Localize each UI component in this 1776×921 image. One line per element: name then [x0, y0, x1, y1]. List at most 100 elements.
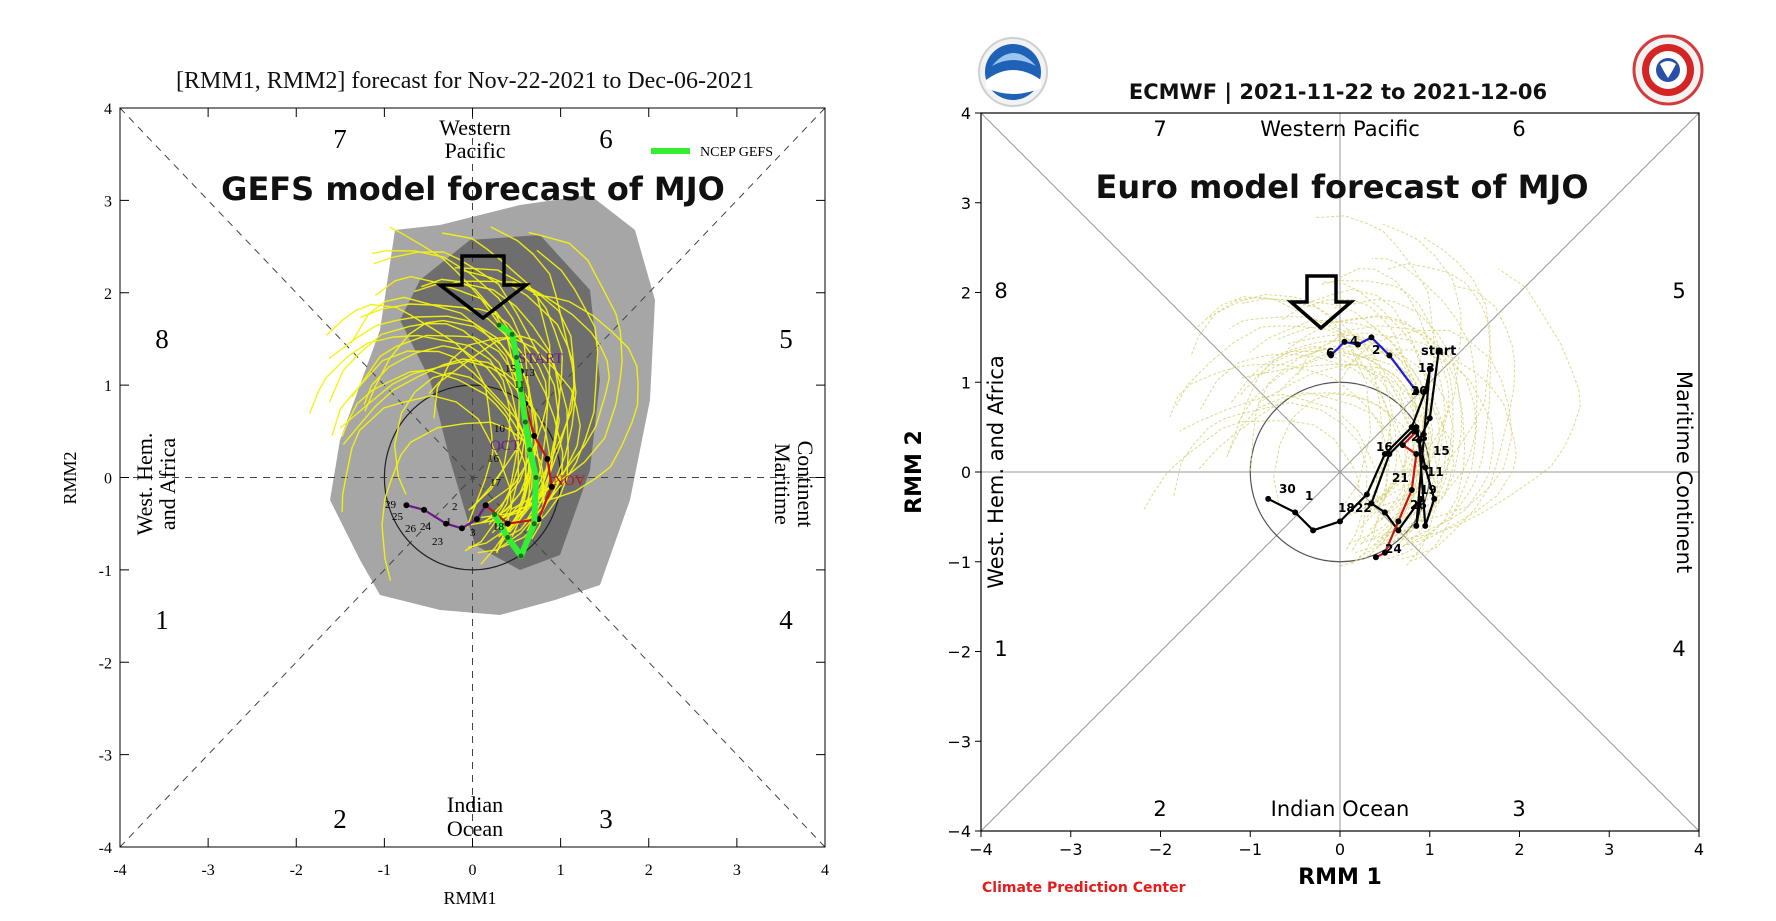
ecmwf-phase-7: 7	[1153, 117, 1166, 141]
ecmwf-ytick-label: 4	[961, 104, 971, 123]
gefs-uncertainty-shading	[330, 195, 655, 615]
gefs-ytick-label: -1	[99, 563, 112, 580]
ecmwf-ytick-label: 0	[961, 463, 971, 482]
gefs-ensemble-member	[393, 372, 532, 537]
ecmwf-phase-5: 5	[1672, 279, 1685, 303]
gefs-xtick-label: 1	[557, 862, 565, 879]
gefs-day-label: 16	[488, 453, 500, 465]
gefs-series-point	[518, 553, 524, 559]
ecmwf-ensemble-member	[1175, 325, 1384, 507]
gefs-day-label: 23	[432, 536, 444, 548]
ecmwf-ensemble-member	[1179, 393, 1379, 565]
gefs-ensemble-member	[326, 303, 494, 528]
ecmwf-arrow-icon	[1286, 274, 1356, 331]
gefs-region-bottom-1: Indian	[447, 792, 503, 817]
ecmwf-phase-8: 8	[994, 279, 1007, 303]
ecmwf-ensemble-member	[1173, 402, 1368, 551]
ecmwf-xtick-label: −3	[1059, 840, 1083, 859]
gefs-series-point	[492, 511, 498, 517]
ecmwf-series-point	[1415, 437, 1422, 444]
gefs-phase-3: 3	[599, 804, 613, 834]
gefs-xtick-label: 2	[645, 862, 653, 879]
ecmwf-series-point	[1381, 549, 1388, 556]
ecmwf-ensemble-member	[1200, 353, 1398, 518]
gefs-xtick-label: -2	[290, 862, 303, 879]
ecmwf-series-point	[1413, 451, 1420, 458]
gefs-month-oct: OCT	[490, 438, 520, 454]
ecmwf-ylabel: RMM 2	[902, 430, 927, 514]
ecmwf-series-point	[1395, 527, 1402, 534]
ecmwf-xlabel: RMM 1	[1298, 865, 1382, 890]
ecmwf-series-point	[1381, 451, 1388, 458]
ecmwf-phase-3: 3	[1512, 797, 1525, 821]
ecmwf-series-point	[1426, 415, 1433, 422]
ecmwf-day-label: 11	[1427, 465, 1444, 479]
ecmwf-series-point	[1408, 486, 1415, 493]
ecmwf-ensemble-members	[1143, 215, 1581, 567]
ecmwf-unit-circle	[1249, 381, 1431, 563]
ecmwf-series-point	[1292, 509, 1299, 516]
gefs-xlabel: RMM1	[443, 888, 496, 908]
gefs-series-point	[514, 354, 520, 360]
ecmwf-series-point	[1386, 451, 1393, 458]
ecmwf-day-label: 19	[1420, 483, 1437, 497]
ecmwf-grid	[980, 112, 1700, 832]
ecmwf-region-left: West. Hem. and Africa	[984, 355, 1008, 589]
ecmwf-ensemble-member	[1401, 285, 1516, 560]
noaa-logo	[978, 37, 1048, 107]
ecmwf-ensemble-member	[1337, 332, 1517, 548]
ecmwf-day-label: 1	[1305, 489, 1313, 503]
gefs-ylabel: RMM2	[60, 451, 80, 504]
ecmwf-title: ECMWF | 2021-11-22 to 2021-12-06	[1129, 80, 1547, 105]
gefs-ensemble-member	[341, 394, 513, 554]
ecmwf-ensemble-member	[1227, 392, 1406, 567]
gefs-region-right-1: Maritime	[770, 443, 795, 525]
ecmwf-series-point	[1422, 388, 1429, 395]
gefs-month-start: START	[518, 351, 563, 367]
ecmwf-series-point	[1310, 527, 1317, 534]
ecmwf-ytick-label: 3	[961, 194, 971, 213]
ecmwf-ytick-label: −2	[947, 643, 971, 662]
ecmwf-ensemble-member	[1363, 263, 1491, 512]
ecmwf-ensemble-member	[1143, 420, 1363, 550]
ecmwf-ensemble-member	[1297, 339, 1430, 540]
ecmwf-series-point	[1417, 495, 1424, 502]
ecmwf-series	[1265, 334, 1442, 561]
gefs-day-label: 18	[493, 521, 505, 533]
ecmwf-series-point	[1399, 442, 1406, 449]
gefs-series-point	[518, 387, 524, 393]
gefs-series-point	[473, 516, 480, 523]
gefs-ensemble-member	[433, 336, 581, 532]
ecmwf-xtick-label: 0	[1335, 840, 1345, 859]
gefs-phase-1: 1	[155, 605, 169, 635]
ecmwf-series-line-ensemble-mean-late	[1330, 336, 1418, 392]
ecmwf-series-point	[1363, 491, 1370, 498]
ecmwf-day-label: 21	[1392, 471, 1409, 485]
ecmwf-xtick-label: 2	[1514, 840, 1524, 859]
gefs-day-label: 11	[514, 379, 525, 391]
gefs-series	[403, 322, 555, 559]
gefs-observed-day-labels: 29 25 26 24 23 2 3 1	[385, 499, 476, 548]
ecmwf-xtick-label: 3	[1604, 840, 1614, 859]
ecmwf-day-label: 15	[1433, 444, 1450, 458]
gefs-day-label: 1	[446, 516, 452, 528]
gefs-forecast-day-labels: 15 13 11 10 16 17 18	[488, 363, 536, 533]
ecmwf-ensemble-member	[1269, 338, 1439, 547]
gefs-phase-5: 5	[779, 324, 793, 354]
ecmwf-day-label: 4	[1350, 334, 1358, 348]
ecmwf-xtick-label: −4	[969, 840, 993, 859]
gefs-series-point	[527, 447, 533, 453]
gefs-series-point	[531, 521, 537, 527]
gefs-phase-8: 8	[155, 324, 169, 354]
ecmwf-series-point	[1386, 352, 1393, 359]
gefs-xtick-label: -3	[201, 862, 214, 879]
ecmwf-phase-2: 2	[1153, 797, 1166, 821]
ecmwf-ensemble-member	[1321, 281, 1448, 546]
ecmwf-ensemble-member	[1249, 319, 1440, 506]
ecmwf-series-point	[1337, 518, 1343, 525]
gefs-day-label: 3	[470, 527, 476, 539]
gefs-series-point	[504, 520, 511, 527]
gefs-phase-2: 2	[333, 804, 347, 834]
gefs-arrow-icon	[434, 254, 532, 321]
